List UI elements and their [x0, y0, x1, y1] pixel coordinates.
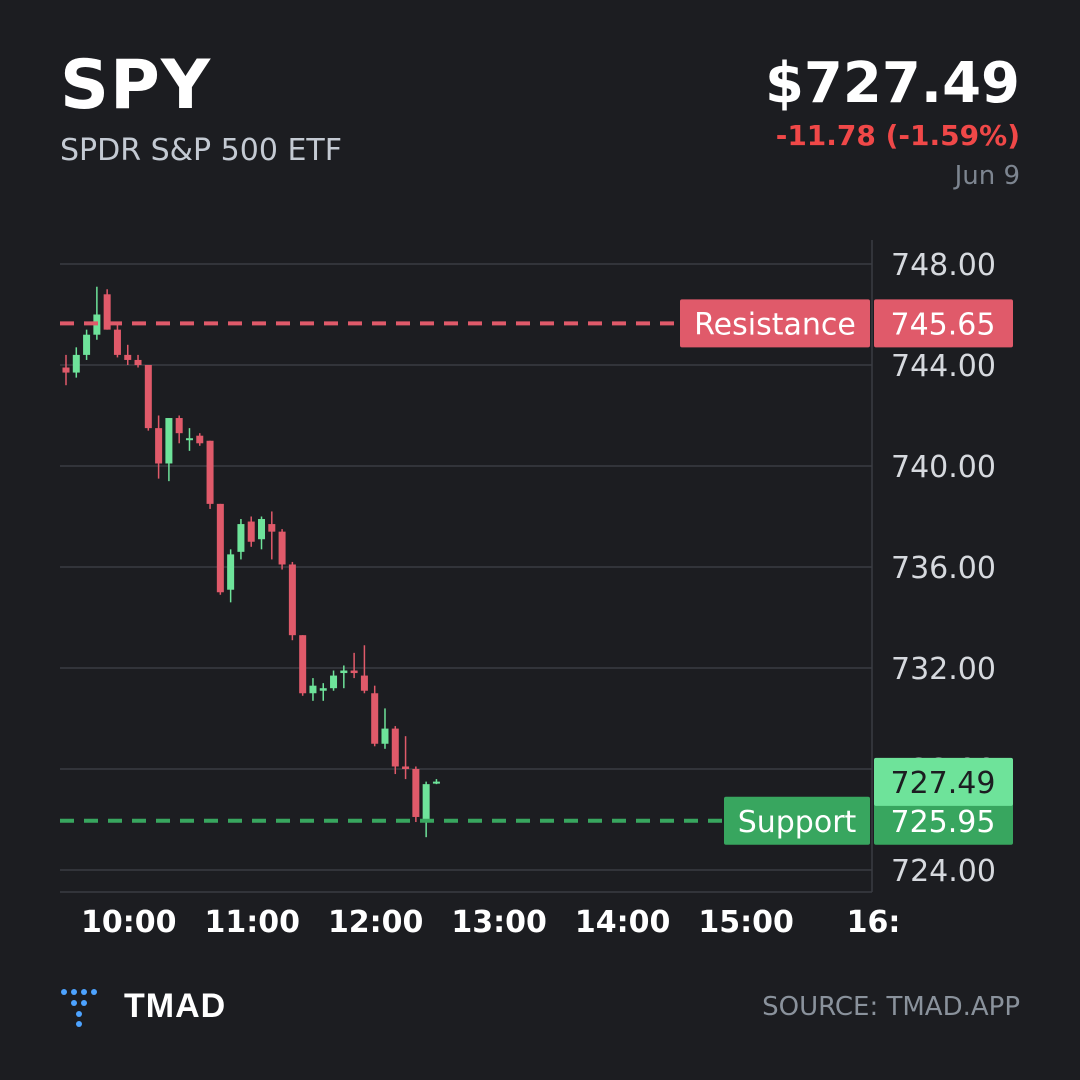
candle-body [165, 418, 173, 464]
candle-body [144, 365, 152, 429]
y-tick-label: 724.00 [891, 854, 996, 889]
candle-body [402, 766, 410, 769]
brand-name: TMAD [124, 986, 227, 1025]
candle-body [124, 354, 132, 360]
resistance-value: 745.65 [891, 307, 996, 342]
price-change: -11.78 (-1.59%) [775, 119, 1020, 152]
candle-body [237, 524, 245, 552]
candle-body [216, 503, 224, 593]
support-value-box [874, 796, 1013, 845]
x-tick-label: 15:00 [698, 905, 794, 940]
candle-body [155, 428, 163, 464]
x-tick-label: 11:00 [204, 905, 300, 940]
tmad-logo-icon [61, 989, 97, 1027]
source-credit: SOURCE: TMAD.APP [762, 992, 1020, 1022]
candle-body [185, 438, 193, 441]
y-tick-label: 748.00 [891, 248, 996, 283]
candle-body [299, 635, 307, 694]
fund-name: SPDR S&P 500 ETF [60, 133, 343, 168]
support-label: Support [738, 805, 857, 840]
support-label-box [724, 796, 870, 845]
candle-body [412, 769, 420, 817]
support-value: 725.95 [891, 805, 996, 840]
candle-body [319, 688, 327, 691]
resistance-label-box [680, 299, 870, 348]
quote-date: Jun 9 [954, 161, 1020, 191]
candle-body [113, 329, 121, 355]
x-tick-label: 16: [847, 905, 901, 940]
candle-body [62, 367, 70, 373]
candle-body [206, 440, 214, 504]
candle-body [268, 524, 276, 532]
candle-body [72, 354, 80, 373]
candle-body [330, 675, 338, 689]
y-tick-label: 744.00 [891, 349, 996, 384]
x-tick-label: 14:00 [575, 905, 671, 940]
candle-body [340, 670, 348, 674]
candle-body [371, 693, 379, 744]
candle-body [247, 521, 255, 542]
candle-body [350, 670, 358, 674]
x-tick-label: 12:00 [328, 905, 424, 940]
resistance-label: Resistance [694, 307, 856, 342]
candlestick-chart: 748.00744.00740.00736.00732.00724.00728.… [60, 240, 1013, 940]
y-tick-label: 740.00 [891, 450, 996, 485]
candle-body [381, 728, 389, 744]
candle-body [134, 359, 142, 365]
candle-body [83, 334, 91, 355]
brand: TMAD [60, 984, 226, 1028]
candle-body [432, 781, 440, 784]
y-tick-label: 732.00 [891, 652, 996, 687]
candle-body [360, 675, 368, 691]
resistance-value-box [874, 299, 1013, 348]
candle-body [278, 531, 286, 565]
candle-body [175, 418, 183, 434]
y-tick-label: 736.00 [891, 551, 996, 586]
current-price-box [874, 757, 1013, 806]
candle-body [196, 435, 204, 444]
candle-body [227, 554, 235, 590]
ticker-symbol: SPY [60, 46, 212, 125]
candle-body [309, 685, 317, 694]
candle-body [422, 784, 430, 820]
candle-body [103, 294, 111, 330]
x-tick-label: 10:00 [81, 905, 177, 940]
candle-body [391, 728, 399, 767]
candle-body [288, 564, 296, 636]
x-tick-label: 13:00 [451, 905, 547, 940]
current-price: $727.49 [764, 51, 1020, 116]
current-price-value: 727.49 [891, 766, 996, 801]
candle-body [258, 519, 266, 540]
